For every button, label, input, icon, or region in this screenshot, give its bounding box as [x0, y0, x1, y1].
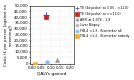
Legend: TE (3d probe) at 3.05 - <11.0), TE (3d probe) at >=11.0), ARFI at 1.076 - 1.9, L: TE (3d probe) at 3.05 - <11.0), TE (3d p…: [76, 6, 129, 39]
Point: [46, 61, 48, 62]
Point: [34, 63, 36, 64]
Point: [55, 60, 58, 61]
Point: [44, 14, 47, 16]
Point: [44, 17, 47, 18]
Y-axis label: Costs (£ per person [against no
screening]): Costs (£ per person [against no screenin…: [4, 4, 13, 66]
Point: [46, 62, 48, 63]
X-axis label: QALYs gained: QALYs gained: [37, 72, 67, 76]
